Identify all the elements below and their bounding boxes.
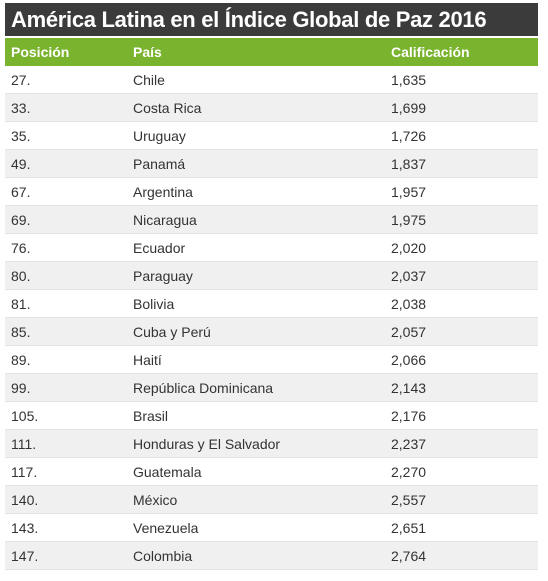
table-title: América Latina en el Índice Global de Pa…: [5, 3, 538, 36]
row-country: Ecuador: [133, 240, 186, 256]
row-position: 81.: [11, 296, 31, 312]
table-row: 147. Colombia 2,764: [5, 542, 538, 570]
header-position: Posición: [11, 44, 70, 60]
table-row: 117. Guatemala 2,270: [5, 458, 538, 486]
row-score: 2,038: [391, 296, 427, 312]
table-row: 80. Paraguay 2,037: [5, 262, 538, 290]
row-country: Panamá: [133, 156, 186, 172]
table-row: 105. Brasil 2,176: [5, 402, 538, 430]
row-country: Cuba y Perú: [133, 324, 211, 340]
row-position: 117.: [11, 464, 38, 480]
row-score: 2,143: [391, 380, 427, 396]
table-row: 143. Venezuela 2,651: [5, 514, 538, 542]
row-position: 49.: [11, 156, 31, 172]
table-header-row: Posición País Calificación: [5, 38, 538, 66]
table-row: 33. Costa Rica 1,699: [5, 94, 538, 122]
row-position: 27.: [11, 72, 31, 88]
row-position: 99.: [11, 380, 31, 396]
table-row: 140. México 2,557: [5, 486, 538, 514]
row-score: 2,270: [391, 464, 427, 480]
table-row: 76. Ecuador 2,020: [5, 234, 538, 262]
row-country: Nicaragua: [133, 212, 197, 228]
row-country: México: [133, 492, 178, 508]
row-country: Haití: [133, 352, 162, 368]
table-row: 85. Cuba y Perú 2,057: [5, 318, 538, 346]
header-score: Calificación: [391, 44, 470, 60]
table-row: 67. Argentina 1,957: [5, 178, 538, 206]
row-score: 2,237: [391, 436, 427, 452]
row-score: 2,651: [391, 520, 427, 536]
table-row: 27. Chile 1,635: [5, 66, 538, 94]
row-position: 33.: [11, 100, 31, 116]
row-score: 2,557: [391, 492, 427, 508]
table-row: 99. República Dominicana 2,143: [5, 374, 538, 402]
row-score: 2,037: [391, 268, 427, 284]
row-position: 35.: [11, 128, 31, 144]
row-country: Venezuela: [133, 520, 199, 536]
row-country: Colombia: [133, 548, 193, 564]
row-score: 1,635: [391, 72, 427, 88]
row-position: 143.: [11, 520, 39, 536]
table-row: 81. Bolivia 2,038: [5, 290, 538, 318]
table-row: 89. Haití 2,066: [5, 346, 538, 374]
row-country: Chile: [133, 72, 165, 88]
row-position: 140.: [11, 492, 39, 508]
row-score: 2,176: [391, 408, 427, 424]
row-position: 76.: [11, 240, 31, 256]
row-country: República Dominicana: [133, 380, 274, 396]
row-position: 67.: [11, 184, 31, 200]
header-country: País: [133, 44, 162, 60]
row-position: 111.: [11, 436, 37, 452]
table-row: 69. Nicaragua 1,975: [5, 206, 538, 234]
table-row: 111. Honduras y El Salvador 2,237: [5, 430, 538, 458]
table-row: 35. Uruguay 1,726: [5, 122, 538, 150]
row-country: Paraguay: [133, 268, 193, 284]
table-body: 27. Chile 1,635 33. Costa Rica 1,699 35. Urugua…: [5, 66, 538, 570]
row-score: 2,057: [391, 324, 427, 340]
row-country: Brasil: [133, 408, 169, 424]
row-score: 1,726: [391, 128, 427, 144]
row-country: Costa Rica: [133, 100, 202, 116]
row-position: 85.: [11, 324, 31, 340]
row-country: Argentina: [133, 184, 193, 200]
row-position: 147.: [11, 548, 39, 564]
row-score: 1,957: [391, 184, 427, 200]
row-position: 69.: [11, 212, 31, 228]
row-score: 2,066: [391, 352, 427, 368]
table-row: 49. Panamá 1,837: [5, 150, 538, 178]
row-position: 105.: [11, 408, 39, 424]
row-score: 2,764: [391, 548, 427, 564]
row-country: Uruguay: [133, 128, 186, 144]
row-score: 1,699: [391, 100, 427, 116]
row-score: 1,837: [391, 156, 427, 172]
row-country: Bolivia: [133, 296, 175, 312]
row-score: 1,975: [391, 212, 427, 228]
row-country: Guatemala: [133, 464, 202, 480]
row-score: 2,020: [391, 240, 427, 256]
row-position: 80.: [11, 268, 31, 284]
row-country: Honduras y El Salvador: [133, 436, 281, 452]
row-position: 89.: [11, 352, 31, 368]
